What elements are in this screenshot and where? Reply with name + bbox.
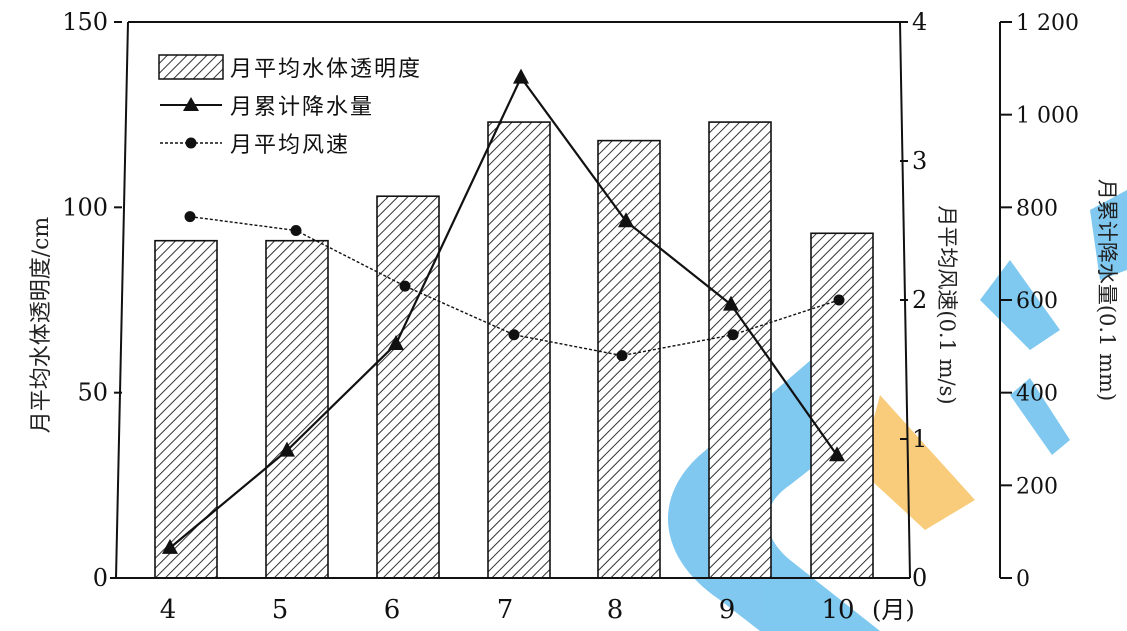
point-windspeed-4 [184, 211, 196, 223]
point-precipitation-4 [162, 538, 178, 554]
legend-item-triangle: 月累计降水量 [158, 86, 422, 124]
point-windspeed-5 [290, 225, 302, 236]
tick-label-middle-2: 2 [912, 286, 927, 314]
legend-triangle-marker [160, 97, 222, 111]
bar-transparency-8 [597, 139, 661, 579]
point-precipitation-10 [829, 446, 845, 462]
legend-label-transparency: 月平均水体透明度 [230, 57, 423, 82]
legend: 月平均水体透明度 月累计降水量 月平均风速 [158, 48, 422, 162]
tick-label-x-8: 8 [607, 595, 624, 625]
tick-label-middle-1: 1 [912, 425, 927, 453]
bar-transparency-5 [265, 239, 329, 579]
legend-circle-marker [160, 137, 222, 149]
x-axis-unit: (月) [872, 596, 915, 624]
tick-label-middle-0: 0 [912, 564, 927, 592]
tick-label-x-9: 9 [719, 595, 736, 625]
legend-item-bar: 月平均水体透明度 [158, 48, 422, 86]
y-axis-right-title: 月累计降水量(0.1 mm) [1095, 178, 1119, 402]
tick-label-middle-3: 3 [912, 147, 927, 175]
tick-label-x-5: 5 [272, 595, 289, 625]
legend-hatch-swatch [158, 54, 224, 80]
tick-label-left-150: 150 [62, 8, 108, 36]
tick-label-right-200: 200 [1016, 474, 1058, 499]
point-precipitation-8 [618, 212, 634, 228]
y-axis-left-line [115, 21, 129, 579]
legend-label-windspeed: 月平均风速 [230, 133, 351, 158]
y-axis-left-title: 月平均水体透明度/cm [29, 216, 54, 434]
point-precipitation-5 [279, 441, 295, 457]
point-precipitation-9 [723, 295, 739, 311]
tick-label-right-600: 600 [1016, 289, 1058, 314]
tick-label-left-50: 50 [77, 379, 108, 407]
bar-transparency-6 [376, 195, 440, 579]
bar-transparency-10 [810, 232, 874, 579]
point-precipitation-6 [388, 335, 404, 351]
tick-label-right-1 000: 1 000 [1016, 104, 1079, 129]
y-axis-middle-title: 月平均风速(0.1 m/s) [935, 205, 959, 405]
point-windspeed-9 [727, 329, 739, 341]
bar-transparency-9 [708, 121, 772, 579]
bar-transparency-4 [154, 239, 218, 579]
point-windspeed-6 [399, 280, 411, 292]
tick-label-x-7: 7 [497, 595, 514, 625]
tick-label-left-100: 100 [62, 193, 108, 221]
tick-label-x-4: 4 [160, 595, 177, 625]
tick-label-middle-4: 4 [912, 8, 927, 36]
tick-label-right-1 200: 1 200 [1016, 11, 1079, 36]
bar-transparency-7 [487, 121, 551, 579]
tick-label-x-10: 10 [821, 595, 854, 625]
tick-label-right-400: 400 [1016, 382, 1058, 407]
point-windspeed-8 [616, 350, 628, 362]
legend-label-precipitation: 月累计降水量 [230, 95, 375, 120]
tick-label-right-0: 0 [1016, 567, 1030, 592]
legend-item-circle: 月平均风速 [158, 124, 422, 162]
point-windspeed-7 [508, 329, 520, 341]
point-windspeed-10 [833, 294, 845, 306]
point-precipitation-7 [513, 68, 529, 84]
tick-label-left-0: 0 [93, 564, 108, 592]
tick-label-x-6: 6 [384, 595, 401, 625]
tick-label-right-800: 800 [1016, 196, 1058, 221]
